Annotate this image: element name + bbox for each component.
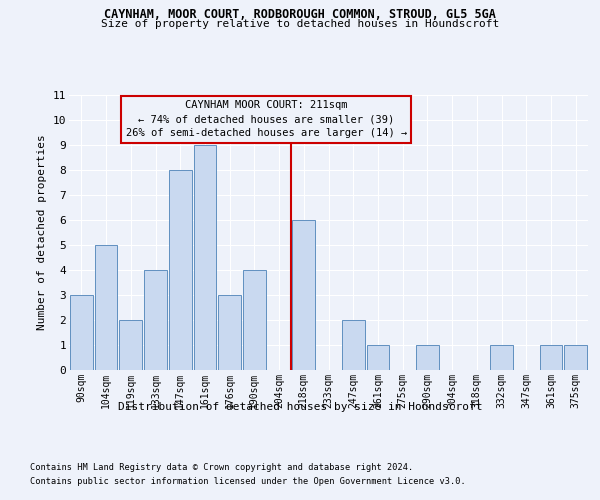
Bar — [194, 145, 216, 370]
Bar — [564, 345, 587, 370]
Text: Distribution of detached houses by size in Houndscroft: Distribution of detached houses by size … — [118, 402, 482, 412]
Bar — [292, 220, 315, 370]
Bar — [144, 270, 167, 370]
Bar — [490, 345, 513, 370]
Text: CAYNHAM, MOOR COURT, RODBOROUGH COMMON, STROUD, GL5 5GA: CAYNHAM, MOOR COURT, RODBOROUGH COMMON, … — [104, 8, 496, 20]
Bar — [95, 245, 118, 370]
Bar — [539, 345, 562, 370]
Bar — [218, 295, 241, 370]
Text: CAYNHAM MOOR COURT: 211sqm
← 74% of detached houses are smaller (39)
26% of semi: CAYNHAM MOOR COURT: 211sqm ← 74% of deta… — [125, 100, 407, 138]
Y-axis label: Number of detached properties: Number of detached properties — [37, 134, 47, 330]
Bar — [367, 345, 389, 370]
Bar — [243, 270, 266, 370]
Bar — [119, 320, 142, 370]
Bar — [342, 320, 365, 370]
Text: Contains public sector information licensed under the Open Government Licence v3: Contains public sector information licen… — [30, 478, 466, 486]
Bar — [416, 345, 439, 370]
Text: Size of property relative to detached houses in Houndscroft: Size of property relative to detached ho… — [101, 19, 499, 29]
Bar — [169, 170, 191, 370]
Text: Contains HM Land Registry data © Crown copyright and database right 2024.: Contains HM Land Registry data © Crown c… — [30, 462, 413, 471]
Bar — [70, 295, 93, 370]
